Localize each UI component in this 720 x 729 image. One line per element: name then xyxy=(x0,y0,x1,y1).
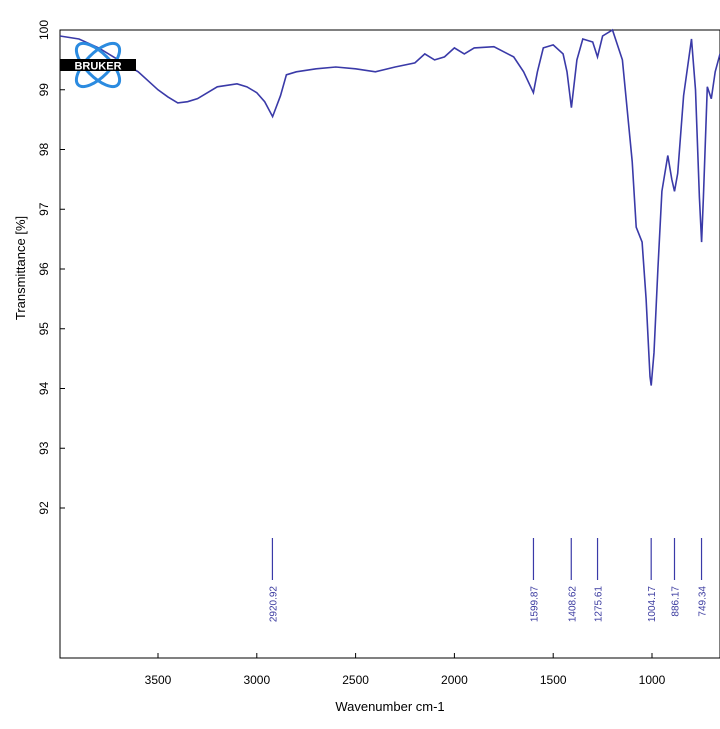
y-axis-ticks: 92 93 94 95 96 97 98 99 100 xyxy=(37,20,65,515)
peak-label: 1275.61 xyxy=(594,586,605,623)
x-tick-label: 1500 xyxy=(540,673,567,687)
bruker-logo-text: BRUKER xyxy=(74,61,121,73)
x-tick-label: 3500 xyxy=(145,673,172,687)
x-tick-label: 3000 xyxy=(243,673,270,687)
x-axis-ticks: 3500 3000 2500 2000 1500 1000 xyxy=(145,653,666,687)
peak-label: 1408.62 xyxy=(567,586,578,623)
peak-label: 1004.17 xyxy=(647,586,658,623)
y-tick-label: 97 xyxy=(37,202,51,216)
peak-label: 749.34 xyxy=(698,586,709,617)
peak-label: 1599.87 xyxy=(529,586,540,623)
bruker-logo: BRUKER xyxy=(60,41,136,89)
y-tick-label: 93 xyxy=(37,441,51,455)
y-tick-label: 95 xyxy=(37,322,51,336)
y-tick-label: 100 xyxy=(37,20,51,40)
y-tick-label: 92 xyxy=(37,501,51,515)
x-axis-title: Wavenumber cm-1 xyxy=(335,699,444,714)
y-tick-label: 99 xyxy=(37,83,51,97)
x-tick-label: 2000 xyxy=(441,673,468,687)
plot-frame xyxy=(59,29,720,659)
y-tick-label: 98 xyxy=(37,143,51,157)
y-tick-label: 94 xyxy=(37,382,51,396)
x-tick-label: 2500 xyxy=(342,673,369,687)
peak-label: 886.17 xyxy=(670,586,681,617)
y-axis-title: Transmittance [%] xyxy=(13,216,28,320)
x-tick-label: 1000 xyxy=(639,673,666,687)
spectrum-line xyxy=(59,28,720,386)
y-tick-label: 96 xyxy=(37,262,51,276)
peak-markers: 2920.92 1599.87 1408.62 1275.61 1004.17 886.1… xyxy=(268,538,709,623)
peak-label: 2920.92 xyxy=(268,586,279,623)
